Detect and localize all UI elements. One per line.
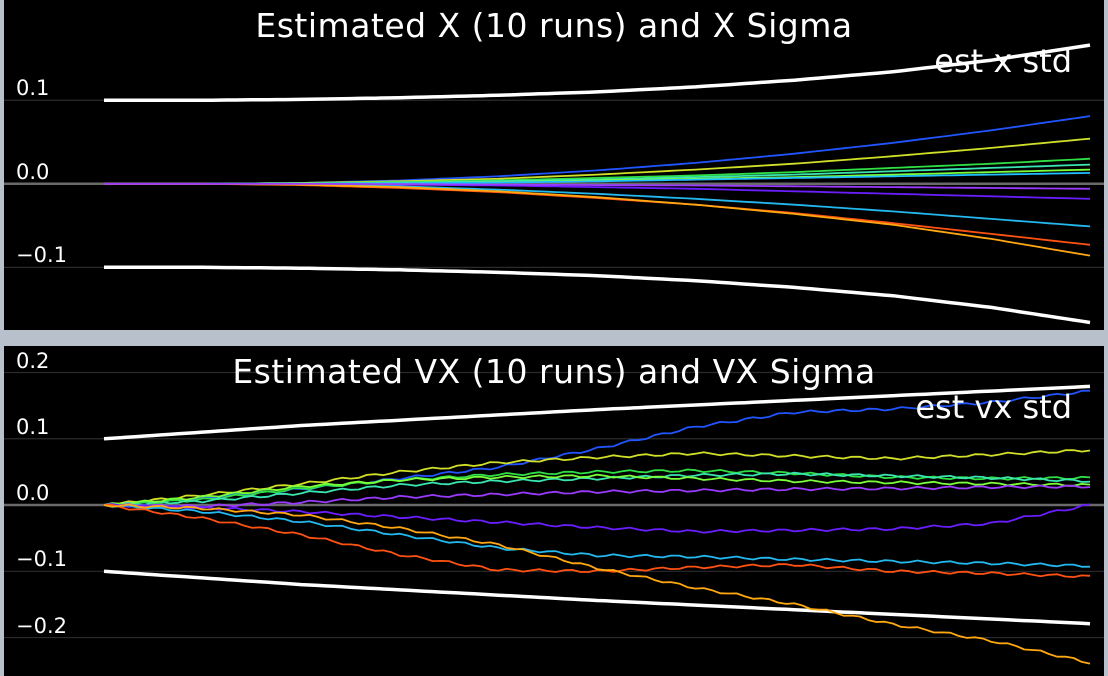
series-line	[103, 484, 1091, 509]
series-line	[104, 182, 1091, 190]
y-tick-label: 0.1	[16, 76, 50, 101]
series-line	[103, 471, 1091, 507]
series-line	[103, 503, 1091, 579]
series-line	[103, 504, 1091, 568]
series-line	[103, 473, 1091, 506]
sigma-line	[103, 569, 1091, 626]
legend-entry: est vx std	[915, 388, 1072, 426]
y-tick-label: 0.0	[16, 481, 50, 506]
sigma-line	[104, 43, 1091, 103]
y-tick-label: −0.1	[16, 243, 67, 268]
sigma-line	[104, 265, 1091, 325]
legend-entry: est x std	[934, 42, 1072, 80]
chart-estimated-vx: Estimated VX (10 runs) and VX Sigma est …	[4, 346, 1104, 676]
plot-area-x	[4, 43, 1104, 325]
y-tick-label: 0.1	[16, 414, 50, 439]
sigma-line	[103, 384, 1091, 441]
y-tick-label: −0.1	[16, 547, 67, 572]
y-tick-label: −0.2	[16, 613, 67, 638]
series-line	[103, 503, 1091, 665]
series-line	[104, 182, 1091, 228]
y-tick-label: 0.2	[16, 348, 50, 373]
plot-area-vx	[4, 371, 1104, 665]
chart-estimated-x: Estimated X (10 runs) and X Sigma est x …	[4, 0, 1104, 330]
series-line	[103, 503, 1091, 534]
y-tick-label: 0.0	[16, 159, 50, 184]
chart-title: Estimated X (10 runs) and X Sigma	[255, 6, 853, 45]
chart-title: Estimated VX (10 runs) and VX Sigma	[232, 352, 876, 391]
